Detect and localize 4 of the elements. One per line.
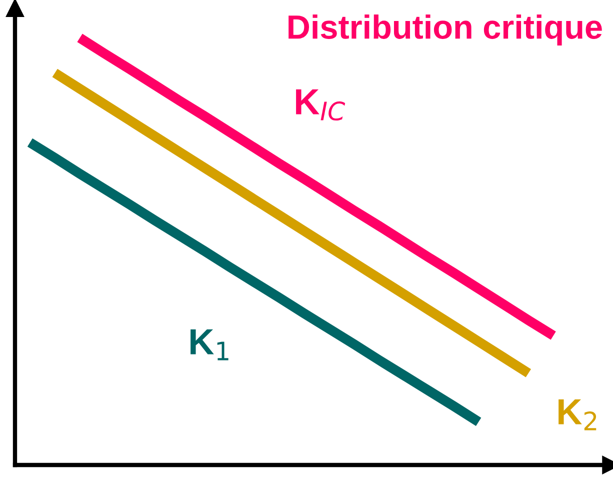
series-label: K$_{2}$ bbox=[558, 399, 596, 430]
series-label: K$_{1}$ bbox=[190, 329, 228, 360]
series-label: K$_{IC}$ bbox=[296, 89, 346, 121]
chart-title: Distribution critique bbox=[288, 14, 602, 46]
